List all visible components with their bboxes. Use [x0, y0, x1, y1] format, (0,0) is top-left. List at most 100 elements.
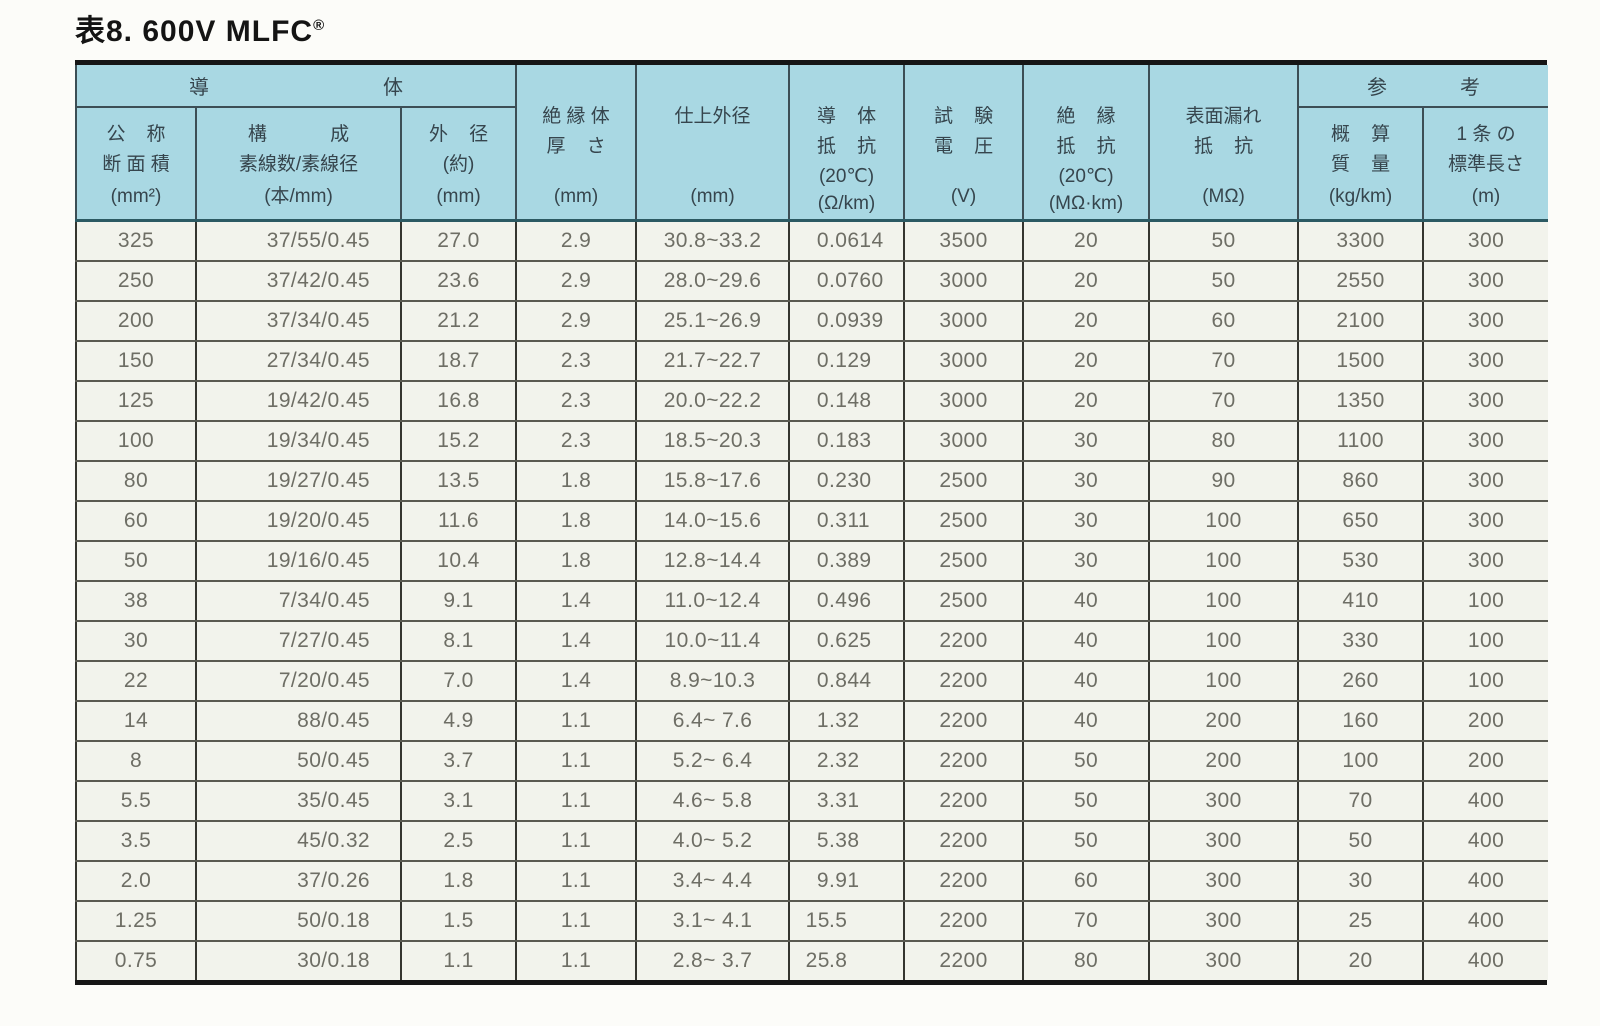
cell-conductor_resistance: 0.311	[788, 501, 905, 542]
cell-test_voltage: 3000	[903, 421, 1024, 462]
cell-insulation_resistance: 80	[1022, 941, 1150, 980]
cell-composition: 7/20/0.45	[195, 661, 401, 702]
cell-insulation_thickness: 1.1	[515, 901, 637, 942]
cell-nominal_area: 38	[75, 581, 196, 622]
header-label-line: 抵 抗	[1193, 135, 1254, 157]
cell-surface_leakage_resistance: 100	[1148, 501, 1299, 542]
header-unit: (kg/km)	[1328, 186, 1393, 207]
table-row: 325 37/55/0.45 27.0 2.9 30.8~33.2 0.0614 3500 2…	[75, 220, 1549, 262]
cell-composition: 27/34/0.45	[195, 341, 401, 382]
cell-composition: 88/0.45	[195, 701, 401, 742]
table-row: 14 88/0.45 4.9 1.1 6.4~ 7.6 1.32 2200 40 200 160 2…	[75, 701, 1549, 742]
table-row: 80 19/27/0.45 13.5 1.8 15.8~17.6 0.230 2500 30 9…	[75, 461, 1549, 502]
cell-nominal_area: 14	[75, 701, 196, 742]
header-label-line: 絶 縁	[1056, 105, 1116, 127]
page-title: 表8. 600V MLFC®	[75, 6, 1600, 50]
cell-standard_length: 300	[1422, 421, 1549, 462]
cell-conductor_resistance: 0.0760	[788, 261, 905, 302]
header-composition: 構 成素線数/素線径 (本/mm)	[195, 107, 401, 222]
header-label-line: 概 算	[1330, 124, 1391, 145]
header-surface-leakage-resistance: 表面漏れ抵 抗 (MΩ)	[1148, 65, 1299, 222]
cell-test_voltage: 2200	[903, 901, 1024, 942]
cell-composition: 19/20/0.45	[195, 501, 401, 542]
cell-insulation_resistance: 20	[1022, 261, 1150, 302]
cell-approx_mass: 530	[1297, 541, 1424, 582]
cell-insulation_thickness: 2.9	[515, 220, 637, 262]
cell-composition: 19/42/0.45	[195, 381, 401, 422]
cell-approx_mass: 1100	[1297, 421, 1424, 462]
cell-conductor_resistance: 0.0614	[788, 220, 905, 262]
cell-insulation_thickness: 1.1	[515, 941, 637, 980]
cell-outer_diameter: 1.5	[399, 901, 517, 942]
header-group-reference-label: 参考	[1367, 77, 1481, 99]
cell-surface_leakage_resistance: 200	[1148, 741, 1299, 782]
table-row: 1.25 50/0.18 1.5 1.1 3.1~ 4.1 15.5 2200 70 300 25…	[75, 901, 1549, 942]
cell-finished_diameter: 20.0~22.2	[635, 381, 790, 422]
cell-finished_diameter: 25.1~26.9	[635, 301, 790, 342]
header-nominal-area: 公 称断 面 積 (mm²)	[75, 107, 196, 222]
header-unit: (mm²)	[110, 186, 162, 207]
cell-insulation_resistance: 50	[1022, 821, 1150, 862]
cell-conductor_resistance: 0.148	[788, 381, 905, 422]
cell-insulation_thickness: 1.8	[515, 541, 637, 582]
cell-test_voltage: 2500	[903, 541, 1024, 582]
cell-conductor_resistance: 2.32	[788, 741, 905, 782]
header-unit: (本/mm)	[264, 186, 333, 207]
header-label-line: 素線数/素線径	[238, 154, 359, 175]
cell-finished_diameter: 3.4~ 4.4	[635, 861, 790, 902]
cell-nominal_area: 200	[75, 301, 196, 342]
cell-test_voltage: 2200	[903, 661, 1024, 702]
cell-approx_mass: 330	[1297, 621, 1424, 662]
cell-outer_diameter: 15.2	[399, 421, 517, 462]
cell-conductor_resistance: 0.844	[788, 661, 905, 702]
cell-outer_diameter: 9.1	[399, 581, 517, 622]
cell-test_voltage: 2200	[903, 941, 1024, 980]
cell-surface_leakage_resistance: 50	[1148, 220, 1299, 262]
cell-insulation_resistance: 40	[1022, 701, 1150, 742]
cell-conductor_resistance: 1.32	[788, 701, 905, 742]
table-row: 5.5 35/0.45 3.1 1.1 4.6~ 5.8 3.31 2200 50 300 70 4…	[75, 781, 1549, 822]
cell-surface_leakage_resistance: 50	[1148, 261, 1299, 302]
cell-insulation_thickness: 2.3	[515, 421, 637, 462]
cell-outer_diameter: 3.1	[399, 781, 517, 822]
cell-surface_leakage_resistance: 100	[1148, 661, 1299, 702]
cell-nominal_area: 5.5	[75, 781, 196, 822]
cell-insulation_resistance: 20	[1022, 220, 1150, 262]
cell-outer_diameter: 1.8	[399, 861, 517, 902]
cell-outer_diameter: 1.1	[399, 941, 517, 980]
cell-finished_diameter: 3.1~ 4.1	[635, 901, 790, 942]
cell-conductor_resistance: 3.31	[788, 781, 905, 822]
cell-approx_mass: 650	[1297, 501, 1424, 542]
header-unit: (MΩ)	[1202, 185, 1245, 207]
cell-outer_diameter: 18.7	[399, 341, 517, 382]
cell-nominal_area: 8	[75, 741, 196, 782]
cell-approx_mass: 1500	[1297, 341, 1424, 382]
cell-surface_leakage_resistance: 60	[1148, 301, 1299, 342]
header-label-line: 試 験	[933, 105, 994, 127]
cell-nominal_area: 22	[75, 661, 196, 702]
cell-composition: 50/0.18	[195, 901, 401, 942]
header-label-line: 導 体	[816, 105, 877, 127]
header-label-line: 外 径	[428, 124, 489, 145]
header-sub-row: 公 称断 面 積 (mm²) 構 成素線数/素線径 (本/mm) 外 径 (約) (mm…	[75, 107, 1549, 222]
cell-composition: 19/27/0.45	[195, 461, 401, 502]
cell-composition: 30/0.18	[195, 941, 401, 980]
cell-conductor_resistance: 0.625	[788, 621, 905, 662]
header-finished-diameter: 仕上外径 (mm)	[635, 65, 790, 222]
table-row: 38 7/34/0.45 9.1 1.4 11.0~12.4 0.496 2500 40 100…	[75, 581, 1549, 622]
header-label-line: (20℃)	[818, 165, 875, 187]
cell-insulation_resistance: 20	[1022, 381, 1150, 422]
cell-approx_mass: 30	[1297, 861, 1424, 902]
header-label-line: 断 面 積	[102, 154, 170, 175]
cell-outer_diameter: 10.4	[399, 541, 517, 582]
table-row: 8 50/0.45 3.7 1.1 5.2~ 6.4 2.32 2200 50 200 100 20…	[75, 741, 1549, 782]
header-unit: (mm)	[436, 186, 481, 207]
cell-insulation_thickness: 1.1	[515, 701, 637, 742]
table-row: 22 7/20/0.45 7.0 1.4 8.9~10.3 0.844 2200 40 100 2…	[75, 661, 1549, 702]
cell-finished_diameter: 2.8~ 3.7	[635, 941, 790, 980]
cell-insulation_thickness: 2.9	[515, 261, 637, 302]
registered-trademark: ®	[313, 17, 325, 34]
cell-nominal_area: 100	[75, 421, 196, 462]
header-label-line: 表面漏れ	[1185, 105, 1262, 127]
cell-standard_length: 300	[1422, 501, 1549, 542]
